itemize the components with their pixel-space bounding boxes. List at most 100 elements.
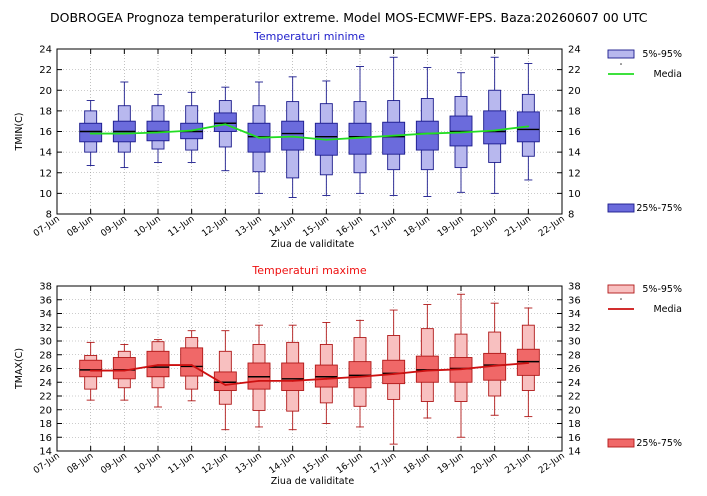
tmin-legend-box-label: 25%-75% <box>636 203 682 214</box>
tmin-xtick-label: 19-Jun <box>436 214 466 239</box>
tmin-xtick-label: 22-Jun <box>537 214 567 239</box>
tmax-ytick-label-left: 14 <box>39 447 52 458</box>
tmin-ytick-label-right: 20 <box>568 86 581 97</box>
tmax-xtick-label: 16-Jun <box>335 451 365 476</box>
tmax-mean-point <box>291 379 294 382</box>
tmax-legend-box-label: 25%-75% <box>636 438 682 449</box>
tmax-legend-box-swatch <box>607 438 635 448</box>
tmin-ytick-label-left: 14 <box>39 148 52 159</box>
tmin-ytick-label-left: 24 <box>39 45 52 56</box>
tmax-legend-whisker-swatch <box>607 284 635 294</box>
tmax-mean-point <box>392 373 395 375</box>
tmax-ylabel: TMAX(C) <box>14 348 25 390</box>
tmin-ytick-label-right: 8 <box>568 210 574 221</box>
tmax-legend-whisker-label: 5%-95% <box>642 284 682 295</box>
tmax-xtick-label: 18-Jun <box>402 451 432 476</box>
tmax-ytick-label-left: 28 <box>39 350 52 361</box>
tmax-box-25-75 <box>281 362 305 391</box>
tmin-xtick-label: 14-Jun <box>268 214 298 239</box>
tmin-ytick-label-left: 20 <box>39 86 52 97</box>
tmax-box-25-75 <box>79 359 103 378</box>
tmax-ytick-label-right: 38 <box>568 282 581 293</box>
tmax-xtick-label: 08-Jun <box>66 451 96 476</box>
tmin-mean-point <box>426 132 429 135</box>
tmax-ytick-label-right: 16 <box>568 433 581 444</box>
tmax-xtick-label: 20-Jun <box>470 451 500 476</box>
tmax-box-25-75 <box>382 359 406 385</box>
tmax-mean-point <box>460 368 462 371</box>
tmin-mean-point <box>359 136 361 139</box>
tmin-xlabel: Ziua de validitate <box>271 239 355 250</box>
tmax-ytick-label-left: 24 <box>39 378 52 389</box>
tmax-xlabel: Ziua de validitate <box>271 476 355 487</box>
tmax-xtick-label: 22-Jun <box>537 451 567 476</box>
tmax-ytick-label-left: 22 <box>39 392 52 403</box>
tmin-box-25-75 <box>79 122 103 143</box>
tmin-mean-point <box>527 125 530 128</box>
tmax-mean-point <box>527 362 530 364</box>
tmin-mean-point <box>190 129 193 132</box>
tmin-panel: Temperaturi minime 8 8 10 10 12 12 14 14 16 16 18 18… <box>14 30 682 250</box>
tmin-ylabel: TMIN(C) <box>14 113 25 152</box>
tmax-box-25-75 <box>112 357 136 380</box>
tmin-xtick-label: 08-Jun <box>66 214 96 239</box>
tmax-box-25-75 <box>146 350 170 378</box>
tmin-ytick-label-right: 16 <box>568 127 581 138</box>
tmin-xtick-label: 12-Jun <box>200 214 230 239</box>
tmax-legend-dot <box>620 298 622 300</box>
tmin-box-25-75 <box>213 112 237 132</box>
tmin-box-25-75 <box>281 120 305 151</box>
tmin-mean-point <box>392 134 395 137</box>
tmin-ytick-label-left: 16 <box>39 127 52 138</box>
tmin-ytick-label-right: 10 <box>568 189 581 200</box>
tmax-xtick-label: 15-Jun <box>301 451 331 476</box>
tmin-ytick-label-right: 24 <box>568 45 581 56</box>
tmin-legend-whisker-label: 5%-95% <box>642 49 682 60</box>
tmin-ytick-label-right: 18 <box>568 106 581 117</box>
tmax-title: Temperaturi maxime <box>251 264 366 277</box>
tmin-mean-point <box>460 131 462 134</box>
tmax-ytick-label-right: 20 <box>568 405 581 416</box>
tmin-ytick-label-right: 14 <box>568 148 581 159</box>
tmin-ytick-label-left: 18 <box>39 106 52 117</box>
tmax-mean-point <box>325 377 328 380</box>
tmax-xtick-label: 21-Jun <box>503 451 533 476</box>
tmax-ytick-label-right: 34 <box>568 309 581 320</box>
tmin-xtick-label: 18-Jun <box>402 214 432 239</box>
tmax-mean-line <box>90 362 529 386</box>
tmin-xtick-label: 13-Jun <box>234 214 264 239</box>
tmin-xtick-label: 09-Jun <box>99 214 129 239</box>
tmax-xtick-label: 17-Jun <box>369 451 399 476</box>
tmax-box-25-75 <box>180 347 204 377</box>
page-title: DOBROGEA Prognoza temperaturilor extreme… <box>50 10 648 25</box>
tmax-ytick-label-right: 36 <box>568 295 581 306</box>
tmin-xtick-label: 11-Jun <box>167 214 197 239</box>
tmax-panel: Temperaturi maxime 14 14 16 16 18 18 20 20 22 22 24… <box>14 264 682 487</box>
tmax-mean-point <box>89 369 92 372</box>
tmin-ytick-label-left: 12 <box>39 168 52 179</box>
tmin-legend-mean-label: Media <box>653 69 682 80</box>
tmax-ytick-label-left: 36 <box>39 295 52 306</box>
tmax-ytick-label-right: 28 <box>568 350 581 361</box>
tmin-mean-point <box>89 132 92 135</box>
tmax-xtick-label: 09-Jun <box>99 451 129 476</box>
tmin-mean-point <box>157 131 159 134</box>
tmax-mean-point <box>258 379 260 382</box>
tmax-ytick-label-right: 18 <box>568 419 581 430</box>
tmax-xtick-label: 14-Jun <box>268 451 298 476</box>
tmax-mean-point <box>190 364 193 366</box>
tmax-ytick-label-left: 16 <box>39 433 52 444</box>
tmax-mean-point <box>157 364 159 366</box>
tmax-ytick-label-left: 18 <box>39 419 52 430</box>
tmax-ytick-label-right: 22 <box>568 392 581 403</box>
tmin-mean-point <box>493 129 496 132</box>
tmin-xtick-label: 15-Jun <box>301 214 331 239</box>
tmax-xtick-label: 11-Jun <box>167 451 197 476</box>
tmax-mean-point <box>123 369 126 372</box>
tmax-mean-point <box>426 369 429 372</box>
tmin-legend-box-swatch <box>607 203 635 213</box>
tmin-ytick-label-left: 10 <box>39 189 52 200</box>
tmax-ytick-label-left: 34 <box>39 309 52 320</box>
tmax-xtick-label: 12-Jun <box>200 451 230 476</box>
